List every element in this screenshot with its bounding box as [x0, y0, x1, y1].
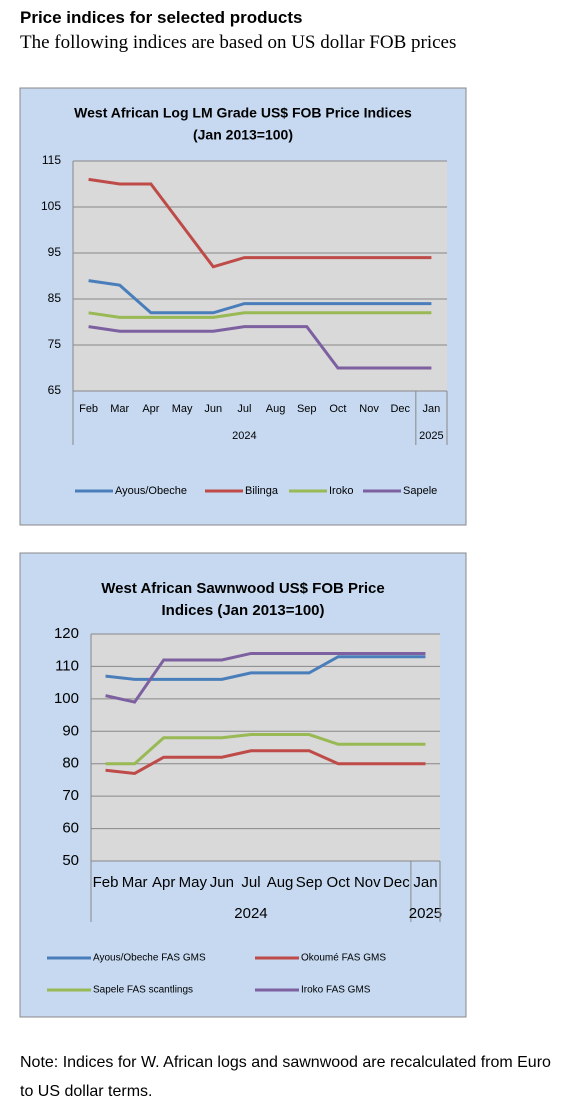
x-tick-label: Aug — [266, 403, 286, 415]
x-tick-label: Feb — [79, 403, 98, 415]
x-tick-label: Apr — [142, 403, 159, 415]
y-tick-label: 60 — [62, 820, 79, 837]
legend-label: Bilinga — [245, 485, 279, 497]
y-tick-label: 90 — [62, 722, 79, 739]
x-tick-label: Oct — [329, 403, 346, 415]
series-line — [88, 325, 432, 370]
y-tick-label: 70 — [62, 787, 79, 804]
x-tick-label: Nov — [354, 874, 381, 891]
x-tick-label: Sep — [297, 403, 317, 415]
page-title: Price indices for selected products — [20, 8, 303, 27]
group-label: 2025 — [419, 430, 443, 442]
page-subtitle: The following indices are based on US do… — [20, 32, 457, 53]
legend-label: Ayous/Obeche — [115, 485, 187, 497]
y-tick-label: 110 — [55, 657, 79, 674]
plot-area — [91, 634, 440, 861]
x-tick-label: Mar — [122, 874, 148, 891]
series-line — [105, 651, 426, 704]
y-tick-label: 120 — [54, 625, 79, 642]
x-tick-label: Jul — [241, 874, 260, 891]
y-tick-label: 105 — [41, 199, 61, 213]
x-tick-label: Sep — [296, 874, 323, 891]
y-tick-label: 80 — [62, 755, 79, 772]
x-tick-label: Jan — [413, 874, 437, 891]
x-tick-label: Jan — [423, 403, 441, 415]
series-line — [88, 177, 432, 269]
chart-subtitle: Indices (Jan 2013=100) — [161, 602, 324, 619]
series-line — [88, 311, 432, 319]
x-tick-label: Feb — [93, 874, 119, 891]
y-tick-label: 50 — [62, 852, 79, 869]
x-tick-label: May — [179, 874, 208, 891]
plot-area — [73, 161, 447, 391]
x-tick-label: Dec — [390, 403, 410, 415]
x-tick-label: May — [172, 403, 193, 415]
legend-label: Sapele — [403, 485, 437, 497]
legend-label: Sapele FAS scantlings — [93, 985, 193, 996]
x-tick-label: Jun — [210, 874, 234, 891]
legend-label: Iroko FAS GMS — [301, 985, 371, 996]
y-tick-label: 65 — [48, 383, 62, 397]
y-tick-label: 115 — [42, 153, 61, 167]
group-label: 2024 — [234, 905, 267, 922]
x-tick-label: Dec — [383, 874, 410, 891]
series-line — [105, 655, 426, 681]
note: Note: Indices for W. African logs and sa… — [20, 1054, 551, 1100]
x-tick-label: Mar — [110, 403, 129, 415]
x-tick-label: Nov — [359, 403, 379, 415]
x-tick-label: Jul — [237, 403, 251, 415]
legend-label: Iroko — [329, 485, 353, 497]
series-line — [105, 733, 426, 766]
y-tick-label: 75 — [48, 337, 62, 351]
series-line — [105, 749, 426, 775]
x-tick-label: Aug — [267, 874, 294, 891]
x-tick-label: Jun — [204, 403, 222, 415]
y-tick-label: 100 — [54, 690, 79, 707]
legend-label: Ayous/Obeche FAS GMS — [93, 953, 206, 964]
legend-label: Okoumé FAS GMS — [301, 953, 386, 964]
chart-title: West African Sawnwood US$ FOB Price — [101, 580, 384, 597]
y-tick-label: 95 — [48, 245, 62, 259]
group-label: 2024 — [232, 430, 256, 442]
x-tick-label: Oct — [327, 874, 351, 891]
x-tick-label: Apr — [152, 874, 175, 891]
series-line — [88, 279, 432, 315]
group-label: 2025 — [409, 905, 442, 922]
chart-subtitle: (Jan 2013=100) — [193, 127, 293, 143]
chart-title: West African Log LM Grade US$ FOB Price … — [74, 105, 412, 121]
y-tick-label: 85 — [48, 291, 62, 305]
